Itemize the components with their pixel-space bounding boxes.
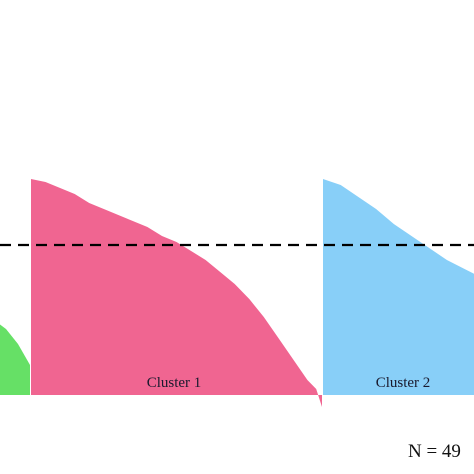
cluster-area-2 xyxy=(323,179,474,395)
cluster-2-label: Cluster 2 xyxy=(376,375,431,391)
cluster-area-0 xyxy=(0,324,30,395)
sample-size-annotation: N = 49 xyxy=(408,441,461,462)
cluster-areas xyxy=(0,179,474,407)
cluster-area-1 xyxy=(31,179,322,407)
cluster-1-label: Cluster 1 xyxy=(147,375,202,391)
